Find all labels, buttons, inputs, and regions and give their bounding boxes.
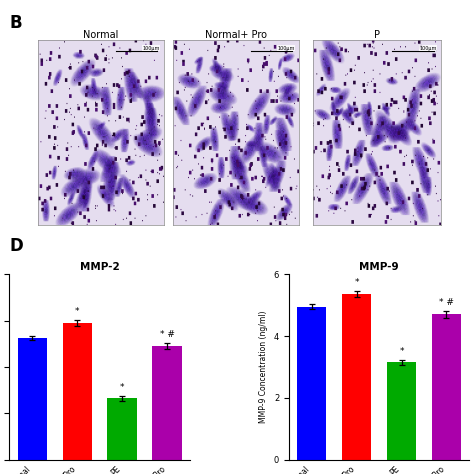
Bar	[297, 307, 326, 460]
Bar	[63, 323, 92, 460]
Title: Normal: Normal	[83, 29, 118, 39]
Text: * #: * #	[160, 330, 174, 339]
Text: 100μm: 100μm	[142, 46, 160, 51]
Bar	[432, 314, 461, 460]
Y-axis label: MMP-9 Concentration (ng/ml): MMP-9 Concentration (ng/ml)	[259, 310, 268, 423]
Text: 100μm: 100μm	[419, 46, 437, 51]
Text: *: *	[355, 278, 359, 287]
Bar	[18, 338, 47, 460]
Title: P: P	[374, 29, 380, 39]
Bar	[153, 346, 182, 460]
Title: MMP-9: MMP-9	[359, 262, 399, 272]
Text: 100μm: 100μm	[277, 46, 295, 51]
Text: *: *	[75, 307, 80, 316]
Title: Normal+ Pro: Normal+ Pro	[205, 29, 267, 39]
Bar	[108, 398, 137, 460]
Bar	[387, 362, 416, 460]
Text: * #: * #	[439, 298, 454, 307]
Text: *: *	[399, 347, 404, 356]
Text: B: B	[9, 14, 22, 32]
Text: D: D	[9, 237, 23, 255]
Bar	[342, 294, 371, 460]
Text: *: *	[120, 383, 124, 392]
Title: MMP-2: MMP-2	[80, 262, 119, 272]
